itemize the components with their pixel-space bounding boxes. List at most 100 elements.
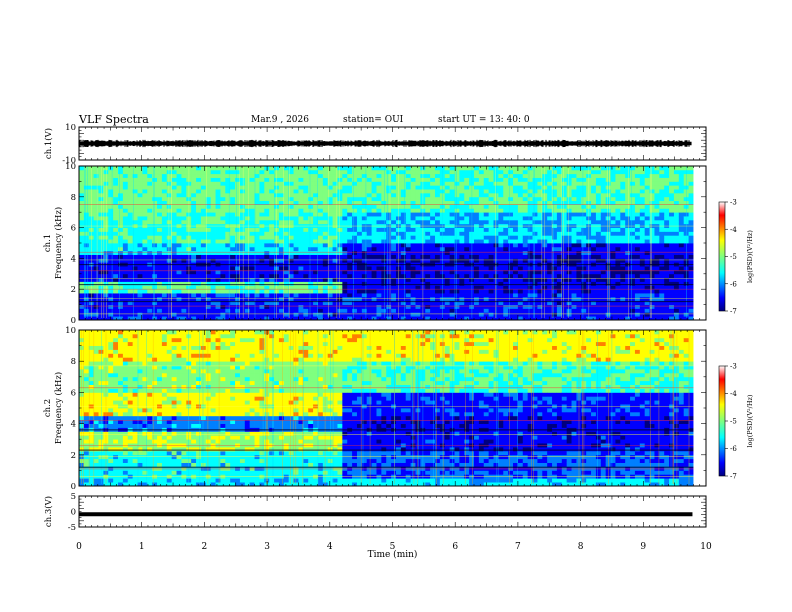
spectrogram-cell <box>269 200 275 205</box>
spectrogram-cell <box>93 219 99 225</box>
spectrogram-cell <box>571 177 577 182</box>
spectrogram-cell <box>400 235 407 240</box>
spectrogram-cell <box>444 200 451 205</box>
spectrogram-cell <box>566 204 572 209</box>
spectrogram-cell <box>678 192 685 198</box>
spectrogram-cell <box>327 308 333 313</box>
spectrogram-cell <box>122 185 129 190</box>
spectrogram-cell <box>625 196 631 202</box>
spectrogram-cell <box>435 192 441 198</box>
spectrogram-cell <box>215 289 221 294</box>
spectrogram-cell <box>303 200 309 205</box>
spectrogram-cell <box>332 308 338 313</box>
spectrogram-cell <box>615 300 621 305</box>
spectrogram-cell <box>288 273 294 279</box>
spectrogram-cell <box>283 216 290 221</box>
spectrogram-cell <box>337 200 343 205</box>
spectrogram-cell <box>537 250 543 255</box>
spectrogram-cell <box>93 212 99 217</box>
spectrogram-cell <box>161 293 168 298</box>
spectrogram-cell <box>361 219 368 225</box>
spectrogram-cell <box>449 204 455 209</box>
spectrogram-cell <box>493 231 499 236</box>
spectrogram-cell <box>103 266 109 271</box>
spectrogram-cell <box>249 269 255 275</box>
spectrogram-cell <box>356 273 363 279</box>
spectrogram-cell <box>356 189 363 194</box>
spectrogram-cell <box>317 227 324 232</box>
spectrogram-cell <box>600 185 607 190</box>
spectrogram-cell <box>103 216 109 221</box>
spectrogram-cell <box>215 316 221 321</box>
spectrogram-cell <box>332 269 338 275</box>
spectrogram-cell <box>547 316 553 321</box>
spectrogram-cell <box>230 246 236 252</box>
spectrogram-cell <box>508 308 514 313</box>
spectrogram-cell <box>488 308 494 313</box>
spectrogram-cell <box>93 304 99 309</box>
spectrogram-cell <box>264 269 270 275</box>
spectrogram-cell <box>547 169 553 175</box>
spectrogram-cell <box>435 231 441 236</box>
spectrogram-cell <box>591 250 597 255</box>
spectrogram-cell <box>493 258 499 263</box>
spectrogram-cell <box>122 296 129 302</box>
spectrogram-cell <box>254 258 260 263</box>
spectrogram-cell <box>79 239 85 244</box>
spectrogram-cell <box>600 212 607 217</box>
spectrogram-cell <box>532 173 538 178</box>
spectrogram-cell <box>664 266 670 271</box>
spectrogram-cell <box>230 192 236 198</box>
spectrogram-cell <box>415 269 421 275</box>
spectrogram-cell <box>118 266 124 271</box>
spectrogram-cell <box>625 308 631 313</box>
spectrogram-cell <box>215 312 221 317</box>
spectrogram-cell <box>157 273 163 279</box>
spectrogram-cell <box>200 235 207 240</box>
spectrogram-cell <box>196 231 202 236</box>
spectrogram-cell <box>361 258 368 263</box>
spectrogram-cell <box>459 246 465 252</box>
spectrogram-cell <box>556 219 563 225</box>
spectrogram-cell <box>361 293 368 298</box>
spectrogram-cell <box>371 231 377 236</box>
spectrogram-cell <box>176 208 182 213</box>
spectrogram-cell <box>639 169 646 175</box>
spectrogram-cell <box>142 258 148 263</box>
spectrogram-cell <box>386 200 392 205</box>
spectrogram-cell <box>200 308 207 313</box>
spectrogram-cell <box>303 250 309 255</box>
spectrogram-cell <box>415 169 421 175</box>
spectrogram-cell <box>478 216 485 221</box>
spectrogram-cell <box>605 316 611 321</box>
spectrogram-cell <box>600 254 607 259</box>
spectrogram-cell <box>93 293 99 298</box>
spectrogram-cell <box>332 266 338 271</box>
spectrogram-cell <box>137 266 143 271</box>
spectrogram-cell <box>488 227 494 232</box>
spectrogram-cell <box>625 254 631 259</box>
spectrogram-cell <box>205 289 212 294</box>
spectrogram-cell <box>215 204 221 209</box>
spectrogram-cell <box>513 231 519 236</box>
spectrogram-cell <box>474 266 480 271</box>
spectrogram-cell <box>566 227 572 232</box>
spectrogram-cell <box>352 243 358 248</box>
spectrogram-cell <box>161 312 168 317</box>
spectrogram-cell <box>79 277 85 282</box>
spectrogram-cell <box>83 316 90 321</box>
spectrogram-cell <box>517 173 524 178</box>
spectrogram-cell <box>459 289 465 294</box>
spectrogram-cell <box>659 204 665 209</box>
spectrogram-cell <box>444 289 451 294</box>
spectrogram-cell <box>410 239 416 244</box>
spectrogram-cell <box>108 166 114 171</box>
spectrogram-cell <box>317 231 324 236</box>
spectrogram-cell <box>332 192 338 198</box>
spectrogram-cell <box>678 258 685 263</box>
spectrogram-cell <box>269 185 275 190</box>
spectrogram-cell <box>644 208 650 213</box>
spectrogram-cell <box>483 204 490 209</box>
spectrogram-cell <box>239 216 246 221</box>
spectrogram-cell <box>249 204 255 209</box>
